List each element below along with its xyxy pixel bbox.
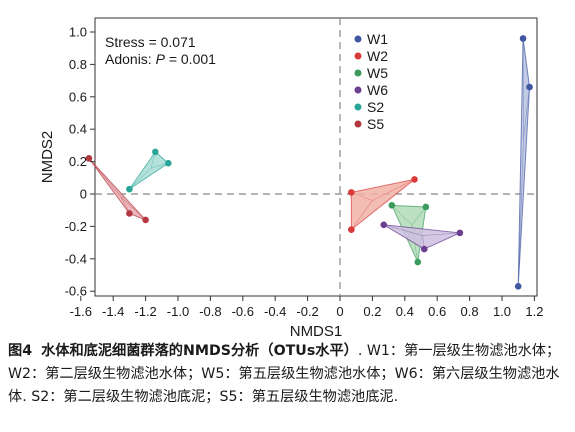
hull-spoke-w1 [517, 137, 524, 287]
stress-annotation: Stress = 0.071 [105, 34, 196, 50]
point-w2-3 [348, 226, 355, 233]
y-tick-label: 1.0 [69, 25, 87, 40]
y-tick-label: -0.4 [65, 251, 87, 266]
x-tick-label: 1.2 [525, 304, 543, 319]
caption-title-bold2: OTUs [273, 343, 316, 359]
x-axis-title: NMDS1 [290, 323, 343, 340]
y-tick-label: -0.2 [65, 219, 87, 234]
y-tick-label: -0.6 [65, 284, 87, 299]
caption-title-bold: NMDS [182, 343, 231, 359]
point-w5-3 [414, 258, 422, 266]
y-tick-label: 0.2 [69, 154, 87, 169]
adonis-annotation: Adonis: P = 0.001 [105, 51, 216, 67]
legend-label-w1: W1 [367, 31, 388, 47]
point-w2-2 [411, 176, 418, 183]
point-s5-1 [85, 155, 93, 162]
point-w6-2 [456, 229, 464, 237]
hull-spoke-w6 [422, 232, 460, 236]
x-tick-label: 0 [336, 304, 343, 319]
hull-spoke-w2 [351, 200, 373, 230]
legend-marker-w6 [354, 86, 362, 94]
point-w1-2 [526, 83, 533, 91]
x-tick-label: -0.4 [264, 304, 286, 319]
point-w5-1 [388, 202, 396, 209]
point-w1-1 [519, 35, 527, 42]
legend-label-w6: W6 [367, 82, 388, 98]
adonis-p-symbol: P [156, 51, 166, 67]
stats-annotation: Stress = 0.071 Adonis: P = 0.001 [105, 34, 216, 67]
legend-marker-s5 [354, 120, 362, 128]
hull-w2 [350, 178, 415, 231]
point-w6-3 [420, 245, 428, 253]
legend-marker-s2 [354, 103, 362, 111]
point-w2-1 [348, 189, 355, 196]
caption-title-mid: 分析（ [230, 343, 274, 359]
y-axis-title: NMDS2 [39, 131, 56, 184]
x-tick-label: 0.4 [396, 304, 414, 319]
hull-spoke-s5 [121, 197, 146, 221]
y-tick-label: 0.4 [69, 122, 87, 137]
hull-s2 [128, 151, 170, 190]
reference-lines [95, 18, 537, 296]
hull-spoke-w5 [391, 205, 413, 225]
hull-spoke-w2 [351, 192, 373, 201]
legend-label-s5: S5 [367, 116, 384, 132]
x-tick-label: -1.4 [102, 304, 124, 319]
point-s2-1 [126, 185, 133, 193]
data-points [85, 35, 533, 290]
legend-label-s2: S2 [367, 99, 384, 115]
hull-spoke-s5 [88, 158, 122, 198]
plot-frame [94, 17, 538, 297]
nmds-chart: -1.6 -1.4 -1.2 -1.0 -0.8 -0.6 -0.4 -0.2 0 0.2 0.4 0… [39, 17, 543, 340]
hull-spoke-s2 [129, 167, 152, 190]
caption-title-suffix: 水平） [315, 343, 358, 359]
figure-caption: 图4 水体和底泥细菌群落的NMDS分析（OTUs水平）. W1：第一层级生物滤池… [8, 340, 569, 409]
adonis-value: = 0.001 [165, 51, 216, 67]
legend-label-w2: W2 [367, 48, 388, 64]
point-w1-3 [514, 283, 522, 290]
legend-marker-w1 [354, 35, 362, 43]
x-tick-label: -1.0 [167, 304, 189, 319]
y-tick-label: 0.8 [69, 57, 87, 72]
y-tick-label: 0 [80, 187, 87, 202]
caption-label: 图4 [8, 343, 33, 359]
y-axis: 1.0 0.8 0.6 0.4 0.2 0 -0.2 -0.4 -0.6 [65, 25, 95, 299]
x-tick-label: -0.8 [199, 304, 221, 319]
adonis-prefix: Adonis: [105, 51, 156, 67]
hull-spoke-w1 [522, 38, 524, 138]
x-tick-label: -0.2 [296, 304, 318, 319]
point-s5-2 [126, 210, 133, 217]
hull-w6 [383, 224, 462, 250]
x-tick-label: -1.2 [134, 304, 156, 319]
x-tick-label: 0.8 [461, 304, 479, 319]
x-tick-label: -1.6 [70, 304, 92, 319]
hull-s5 [88, 158, 146, 221]
hull-spoke-w1 [523, 87, 530, 138]
hull-spoke-w5 [411, 206, 427, 225]
y-tick-label: 0.6 [69, 89, 87, 104]
hull-spoke-w6 [383, 224, 423, 236]
x-tick-label: 0.6 [428, 304, 446, 319]
x-tick-label: 0.2 [363, 304, 381, 319]
hull-spoke-w2 [372, 179, 415, 201]
point-s5-3 [142, 216, 149, 224]
legend-marker-w5 [354, 69, 362, 77]
caption-body: . W1：第一层级生物滤池水体；W2：第二层级生物滤池水体；W5：第五层级生物滤… [8, 343, 561, 405]
x-axis: -1.6 -1.4 -1.2 -1.0 -0.8 -0.6 -0.4 -0.2 0 0.2 0.4 0… [70, 296, 543, 319]
caption-title-prefix: 水体和底泥细菌群落的 [41, 343, 183, 359]
point-w6-1 [380, 221, 388, 229]
x-tick-label: 1.0 [493, 304, 511, 319]
group-hulls [88, 38, 531, 287]
point-s2-2 [152, 148, 159, 156]
point-s2-3 [164, 159, 172, 167]
x-tick-label: -0.6 [232, 304, 254, 319]
legend-marker-w2 [354, 52, 362, 60]
legend-label-w5: W5 [367, 65, 388, 81]
hull-w1 [517, 38, 531, 287]
point-w5-2 [422, 203, 430, 211]
